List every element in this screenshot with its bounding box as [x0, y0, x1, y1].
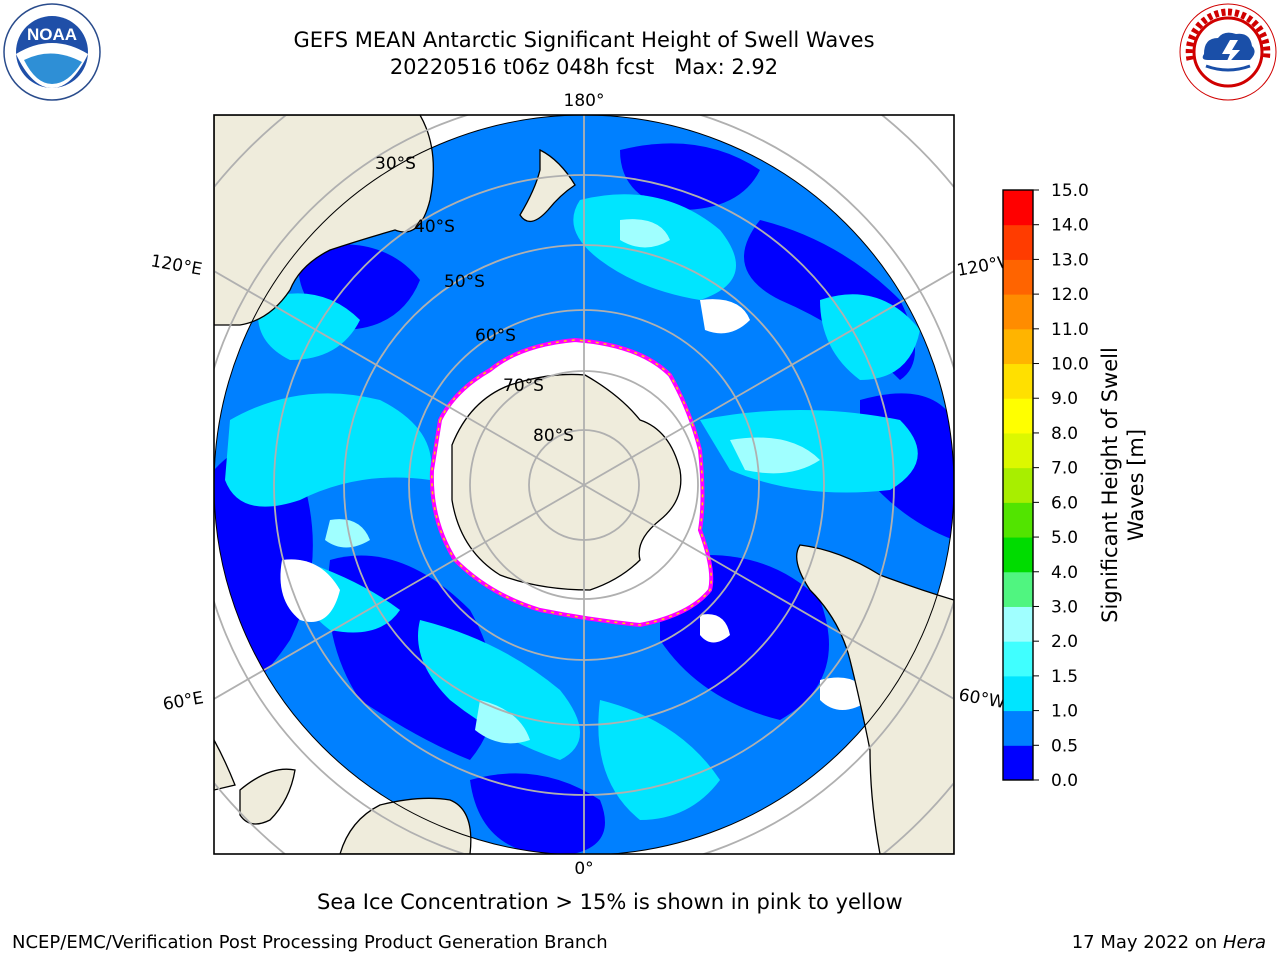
lon-label-180: 180° [564, 91, 605, 111]
colorbar-swatch [1003, 190, 1033, 226]
antarctica [429, 337, 714, 628]
lat-label-30s: 30°S [375, 154, 416, 174]
colorbar-tick-label: 3.0 [1051, 597, 1078, 617]
lat-label-80s: 80°S [533, 426, 574, 446]
colorbar-frame [1002, 189, 1034, 781]
colorbar-swatch [1003, 259, 1033, 295]
lat-label-40s: 40°S [414, 217, 455, 237]
colorbar-tick-label: 0.0 [1051, 771, 1078, 791]
colorbar-tick-label: 7.0 [1051, 459, 1078, 479]
footer-date-text: 17 May 2022 on [1071, 932, 1223, 953]
colorbar-swatch [1003, 328, 1033, 365]
colorbar-tick-label: 15.0 [1051, 181, 1089, 201]
colorbar-tick-label: 8.0 [1051, 424, 1078, 444]
colorbar-tick-label: 12.0 [1051, 285, 1089, 305]
colorbar-swatch [1003, 432, 1033, 469]
lat-label-70s: 70°S [503, 376, 544, 396]
colorbar-swatch [1003, 606, 1033, 642]
colorbar-tick-label: 9.0 [1051, 389, 1078, 409]
colorbar-tick-label: 6.0 [1051, 493, 1078, 513]
colorbar-tick-label: 14.0 [1051, 216, 1089, 236]
colorbar-label: Significant Height of SwellWaves [m] [1098, 347, 1148, 623]
map-frame [213, 114, 955, 855]
colorbar-swatch [1003, 467, 1033, 503]
colorbar-swatch [1003, 363, 1033, 399]
colorbar-tick-label: 1.0 [1051, 702, 1078, 722]
footer-machine: Hera [1222, 932, 1266, 953]
colorbar-tick-label: 11.0 [1051, 320, 1089, 340]
swell-field [214, 115, 954, 854]
lon-label-60e: 60°E [161, 688, 205, 715]
colorbar-swatch [1003, 710, 1033, 746]
noaa-logo-icon: NOAA [3, 3, 101, 101]
nws-logo-icon [1179, 3, 1277, 101]
lat-label-60s: 60°S [475, 326, 516, 346]
colorbar-swatch [1003, 398, 1033, 434]
chart-subtitle: 20220516 t06z 048h fcst Max: 2.92 [389, 55, 779, 79]
noaa-logo-text: NOAA [27, 25, 77, 44]
colorbar-tick-label: 2.0 [1051, 632, 1078, 652]
lat-label-50s: 50°S [444, 272, 485, 292]
sea-ice-caption: Sea Ice Concentration > 15% is shown in … [317, 890, 903, 914]
lon-label-60w: 60°W [957, 685, 1007, 713]
colorbar-tick-label: 10.0 [1051, 355, 1089, 375]
colorbar-swatch [1003, 641, 1033, 677]
chart-title: GEFS MEAN Antarctic Significant Height o… [293, 28, 875, 52]
land-masses [214, 115, 954, 854]
colorbar-swatch [1003, 745, 1033, 781]
colorbar-tick-label: 13.0 [1051, 250, 1089, 270]
footer-date: 17 May 2022 on Hera [1072, 932, 1266, 953]
footer-credit: NCEP/EMC/Verification Post Processing Pr… [12, 932, 608, 953]
colorbar-tick-label: 0.5 [1051, 736, 1078, 756]
colorbar-swatch [1003, 224, 1033, 260]
lon-label-120e: 120°E [149, 251, 203, 280]
colorbar-swatch [1003, 502, 1033, 538]
colorbar-tick-label: 4.0 [1051, 563, 1078, 583]
colorbar: 0.0 0.5 1.0 1.5 2.0 3.0 4.0 5.0 6.0 7.0 8.0 9.0 10.0… [1002, 181, 1089, 791]
lon-label-0: 0° [574, 859, 593, 879]
colorbar-swatch [1003, 571, 1033, 607]
colorbar-tick-label: 5.0 [1051, 528, 1078, 548]
colorbar-swatch [1003, 294, 1033, 330]
colorbar-tick-label: 1.5 [1051, 667, 1078, 687]
colorbar-swatch [1003, 537, 1033, 573]
colorbar-swatch [1003, 675, 1033, 712]
